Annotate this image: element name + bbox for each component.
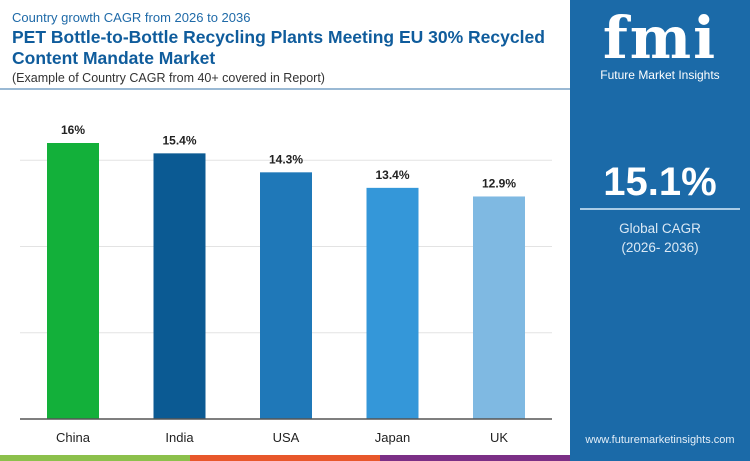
- x-tick-label: Japan: [375, 430, 410, 445]
- bar-india: [153, 153, 206, 419]
- data-label: 15.4%: [162, 133, 196, 147]
- global-cagr-value: 15.1%: [603, 160, 717, 204]
- data-label: 13.4%: [375, 168, 409, 182]
- brand-name: Future Market Insights: [600, 68, 720, 82]
- x-tick-label: UK: [490, 430, 508, 445]
- website-link[interactable]: www.futuremarketinsights.com: [585, 434, 735, 446]
- kpi-label: Global CAGR (2026- 2036): [570, 219, 750, 257]
- data-label: 14.3%: [269, 152, 303, 166]
- chart-note: (Example of Country CAGR from 40+ covere…: [12, 71, 325, 85]
- chart-subtitle: Country growth CAGR from 2026 to 2036: [12, 10, 251, 25]
- footer-strip-orange: [190, 455, 380, 461]
- data-label: 16%: [61, 123, 85, 137]
- chart-title: PET Bottle-to-Bottle Recycling Plants Me…: [12, 27, 545, 68]
- x-tick-label: India: [165, 430, 194, 445]
- footer-strip-purple: [380, 455, 570, 461]
- bar-uk: [473, 196, 525, 419]
- kpi-label-text: Global CAGR: [619, 221, 701, 236]
- footer-strip-green: [0, 455, 190, 461]
- kpi-divider: [580, 208, 740, 210]
- bar-china: [47, 143, 99, 419]
- bar-japan: [366, 187, 419, 419]
- kpi-period: (2026- 2036): [621, 240, 699, 255]
- logo-mark: fmi: [602, 4, 718, 72]
- fmi-logo: fmi Future Market Insights: [570, 8, 750, 82]
- bar-chart: 16% China 15.4% India 14.3% USA 13.4% Japan 12.9…: [20, 123, 552, 445]
- side-panel: fmi Future Market Insights 15.1% Global …: [570, 0, 750, 461]
- bar-usa: [260, 172, 312, 419]
- data-label: 12.9%: [482, 176, 516, 190]
- x-tick-label: China: [56, 430, 91, 445]
- header-divider: [0, 88, 570, 90]
- x-tick-label: USA: [273, 430, 300, 445]
